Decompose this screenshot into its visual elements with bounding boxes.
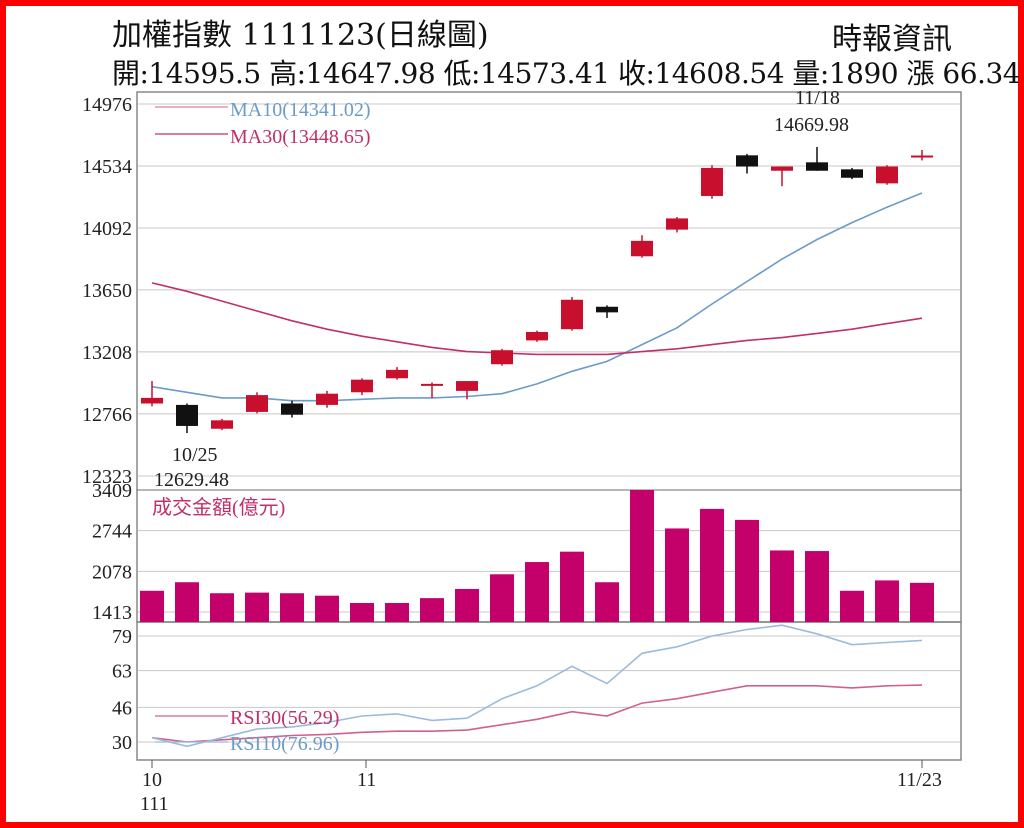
x-label-month-10: 10	[142, 769, 162, 791]
candle-body	[456, 381, 478, 391]
candle-body	[771, 166, 793, 171]
volume-bar	[665, 528, 689, 622]
volume-bar	[770, 550, 794, 622]
volume-bar	[840, 590, 864, 622]
volume-bar	[875, 580, 899, 622]
price-tick-label: 12766	[82, 404, 132, 426]
x-label-year: 111	[140, 793, 169, 815]
candle-body	[596, 306, 618, 313]
chart-title: 加權指數 1111123(日線圖)	[112, 18, 489, 53]
volume-bar	[315, 595, 339, 622]
volume-tick-label: 2744	[92, 521, 132, 543]
rsi-tick-label: 30	[112, 732, 132, 754]
candle-body	[631, 240, 653, 257]
ma30-legend: MA30(13448.65)	[230, 126, 371, 148]
price-tick-label: 13208	[82, 342, 132, 364]
volume-tick-label: 1413	[92, 602, 132, 624]
candlesticks	[141, 146, 933, 434]
candle-body	[211, 420, 233, 429]
price-tick-label: 14534	[82, 156, 132, 178]
candle-body	[806, 162, 828, 171]
volume-bar	[385, 603, 409, 622]
price-panel	[136, 91, 962, 491]
rsi30-line	[151, 684, 923, 743]
volume-bar	[490, 574, 514, 622]
candle-body	[316, 393, 338, 405]
candle-body	[561, 299, 583, 330]
x-label-end-date: 11/23	[897, 769, 942, 791]
volume-bar	[735, 519, 759, 622]
volume-bars	[140, 490, 934, 622]
low-date-annotation: 10/25	[172, 444, 218, 466]
rsi30-legend: RSI30(56.29)	[230, 707, 339, 729]
volume-bar	[910, 582, 934, 622]
moving-average-lines	[151, 192, 923, 402]
candle-body	[176, 404, 198, 426]
candle-body	[666, 218, 688, 230]
source-label: 時報資訊	[832, 22, 952, 57]
candle-body	[421, 383, 443, 386]
rsi-tick-label: 63	[112, 661, 132, 683]
rsi-lines	[151, 624, 923, 748]
volume-bar	[245, 592, 269, 622]
candle-body	[876, 166, 898, 184]
volume-bar	[595, 582, 619, 622]
rsi10-line	[151, 624, 923, 748]
ma10-legend: MA10(14341.02)	[230, 99, 371, 121]
ma30-line	[151, 282, 923, 356]
volume-tick-label: 2078	[92, 561, 132, 583]
candle-body	[491, 350, 513, 365]
price-tick-label: 12323	[82, 466, 132, 488]
candle-body	[351, 379, 373, 393]
volume-title: 成交金額(億元)	[152, 496, 285, 519]
volume-bar	[210, 593, 234, 622]
volume-bar	[630, 490, 654, 622]
volume-bar	[700, 508, 724, 622]
price-tick-label: 13650	[82, 280, 132, 302]
x-label-month-11: 11	[357, 769, 376, 791]
volume-tick-label: 3409	[92, 480, 132, 502]
candle-body	[736, 155, 758, 167]
volume-bar	[350, 603, 374, 622]
candle-body	[386, 369, 408, 379]
volume-bar	[525, 562, 549, 622]
low-value-annotation: 12629.48	[154, 469, 229, 491]
candle-body	[841, 169, 863, 178]
price-tick-label: 14092	[82, 218, 132, 240]
candle-body	[701, 167, 723, 196]
high-date-annotation: 11/18	[795, 87, 840, 109]
candle-body	[526, 331, 548, 341]
candle-body	[246, 395, 268, 412]
rsi-tick-label: 79	[112, 626, 132, 648]
volume-bar	[140, 590, 164, 622]
ohlc-summary: 開:14595.5 高:14647.98 低:14573.41 收:14608.…	[112, 57, 1021, 90]
rsi-tick-label: 46	[112, 697, 132, 719]
ma10-line	[151, 192, 923, 402]
grid-lines	[138, 103, 960, 743]
volume-bar	[805, 551, 829, 622]
candle-body	[281, 403, 303, 415]
volume-bar	[420, 598, 444, 622]
volume-bar	[560, 551, 584, 622]
volume-bar	[280, 593, 304, 622]
candle-body	[911, 155, 933, 158]
volume-bar	[175, 582, 199, 622]
volume-bar	[455, 588, 479, 622]
candle-body	[141, 397, 163, 404]
high-value-annotation: 14669.98	[774, 114, 849, 136]
rsi10-legend: RSI10(76.96)	[230, 733, 339, 755]
price-tick-label: 14976	[82, 94, 132, 116]
